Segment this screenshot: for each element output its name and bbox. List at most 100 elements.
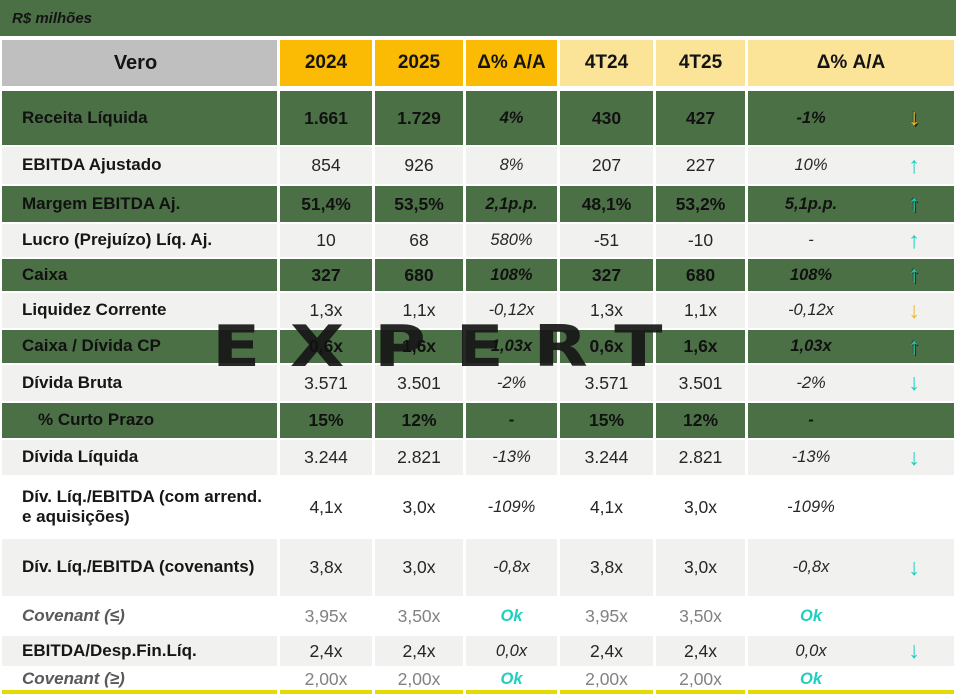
trend-arrow-slot: ↓: [874, 639, 954, 663]
value-cell: 926: [375, 147, 463, 184]
row-label-cell: Caixa / Dívida CP: [2, 330, 277, 363]
value-cell: 10: [280, 224, 372, 257]
table-row: Covenant (≥) 2,00x 2,00x Ok 2,00x 2,00x Ok: [0, 668, 956, 694]
trend-arrow-slot: ↑: [874, 226, 954, 253]
col-header-4t25: 4T25: [656, 40, 745, 86]
value-cell: 12%: [656, 403, 745, 438]
table-row: Dív. Líq./EBITDA (covenants) 3,8x 3,0x -0,8…: [0, 539, 956, 596]
arrow-down-icon: ↓: [908, 443, 920, 470]
metric-value: 2,00x: [304, 668, 348, 689]
delta-qoq-cell: -2% ↓: [748, 365, 954, 401]
delta-qoq-cell: 0,0x ↓: [748, 636, 954, 666]
metric-value: 207: [591, 155, 622, 175]
arrow-up-icon: ↑: [908, 190, 920, 216]
metric-value: 1.729: [397, 107, 441, 128]
delta-value: Ok: [500, 669, 523, 688]
metric-value: 1.661: [304, 107, 348, 128]
value-cell: 3.571: [560, 365, 653, 401]
metric-value: 15%: [308, 410, 344, 430]
row-label-cell: Dív. Líq./EBITDA (com arrend. e aquisiçõ…: [2, 477, 277, 537]
value-cell: 3,0x: [656, 539, 745, 596]
value-cell: 4,1x: [280, 477, 372, 537]
table-row: % Curto Prazo 15% 12% - 15% 12% -: [0, 403, 956, 438]
row-label-cell: Dívida Líquida: [2, 440, 277, 475]
row-label-cell: Covenant (≥): [2, 668, 277, 694]
metric-value: 2,4x: [683, 640, 718, 661]
row-label-cell: Liquidez Corrente: [2, 293, 277, 328]
metric-value: 48,1%: [581, 193, 632, 214]
delta-yoy-cell: Ok: [466, 598, 557, 634]
arrow-down-icon: ↓: [908, 553, 920, 580]
row-label-cell: % Curto Prazo: [2, 403, 277, 438]
metric-value: -10: [687, 230, 714, 250]
table-title: R$ milhões: [12, 9, 93, 27]
arrow-up-icon: ↑: [908, 226, 920, 253]
metric-value: 430: [591, 107, 622, 128]
row-label-cell: Margem EBITDA Aj.: [2, 186, 277, 222]
table-row: Dívida Bruta 3.571 3.501 -2% 3.571 3.501 -2% ↓: [0, 365, 956, 401]
value-cell: 1,6x: [656, 330, 745, 363]
value-cell: 1,6x: [375, 330, 463, 363]
trend-arrow-slot: ↓: [874, 106, 954, 130]
row-label-cell: Receita Líquida: [2, 91, 277, 145]
delta-qoq-cell: 5,1p.p. ↑: [748, 186, 954, 222]
value-cell: 53,5%: [375, 186, 463, 222]
metric-value: 4,1x: [589, 496, 624, 517]
row-label: Margem EBITDA Aj.: [22, 193, 181, 213]
arrow-up-icon: ↑: [908, 151, 920, 178]
trend-arrow-slot: ↑: [874, 192, 954, 216]
value-cell: 227: [656, 147, 745, 184]
delta-value: 1,03x: [790, 337, 832, 355]
value-cell: 3.244: [560, 440, 653, 475]
trend-arrow-slot: ↓: [874, 443, 954, 470]
trend-arrow-slot: ↑: [874, 334, 954, 359]
metric-value: 680: [404, 264, 434, 285]
value-cell: 1,1x: [656, 293, 745, 328]
metric-value: 3.501: [397, 372, 441, 393]
table-title-band: R$ milhões: [0, 0, 956, 36]
delta-qoq-cell: 108% ↑: [748, 259, 954, 291]
delta-yoy-cell: -13%: [466, 440, 557, 475]
row-label: Caixa / Dívida CP: [22, 336, 161, 356]
delta-yoy-cell: Ok: [466, 668, 557, 694]
metric-value: 0,6x: [308, 336, 344, 356]
col-header-delta-qoq: Δ% A/A: [748, 40, 954, 86]
delta-value: 1,03x: [490, 337, 533, 355]
delta-qoq-cell: -109%: [748, 477, 954, 537]
metric-value: 0,6x: [589, 336, 624, 356]
delta-qoq-cell: Ok: [748, 598, 954, 634]
delta-value: Ok: [500, 606, 523, 625]
row-label-cell: Dív. Líq./EBITDA (covenants): [2, 539, 277, 596]
header-row: Vero 2024 2025 Δ% A/A 4T24 4T25 Δ% A/A: [0, 40, 956, 86]
trend-arrow-slot: ↓: [874, 298, 954, 323]
delta-yoy-cell: 0,0x: [466, 636, 557, 666]
delta-value: 108%: [490, 265, 533, 284]
financial-table: Vero 2024 2025 Δ% A/A 4T24 4T25 Δ% A/A R…: [0, 40, 956, 694]
delta-yoy-cell: 1,03x: [466, 330, 557, 363]
table-row: Dív. Líq./EBITDA (com arrend. e aquisiçõ…: [0, 477, 956, 537]
table-row: Liquidez Corrente 1,3x 1,1x -0,12x 1,3x 1,1x -…: [0, 293, 956, 328]
delta-value: -109%: [487, 497, 536, 516]
delta-value: 0,0x: [495, 641, 528, 660]
value-cell: 2,4x: [375, 636, 463, 666]
table-row: Dívida Líquida 3.244 2.821 -13% 3.244 2.821 -1…: [0, 440, 956, 475]
value-cell: -51: [560, 224, 653, 257]
delta-value: -13%: [791, 448, 831, 466]
delta-value: 108%: [789, 265, 833, 284]
metric-value: 4,1x: [309, 496, 343, 517]
col-header-4t24: 4T24: [560, 40, 653, 86]
delta-value: 4%: [499, 108, 524, 127]
company-header-cell: Vero: [2, 40, 277, 86]
metric-value: 15%: [588, 410, 625, 430]
value-cell: 680: [656, 259, 745, 291]
row-label-cell: EBITDA/Desp.Fin.Líq.: [2, 636, 277, 666]
delta-value: -2%: [496, 373, 527, 392]
metric-value: 3,0x: [683, 557, 718, 577]
delta-qoq-cell: 1,03x ↑: [748, 330, 954, 363]
col-header-2025: 2025: [375, 40, 463, 86]
value-cell: 3,95x: [560, 598, 653, 634]
row-label: Covenant (≤): [22, 605, 125, 625]
row-label: Dív. Líq./EBITDA (covenants): [22, 557, 255, 577]
value-cell: 3,0x: [375, 539, 463, 596]
value-cell: 3.571: [280, 365, 372, 401]
